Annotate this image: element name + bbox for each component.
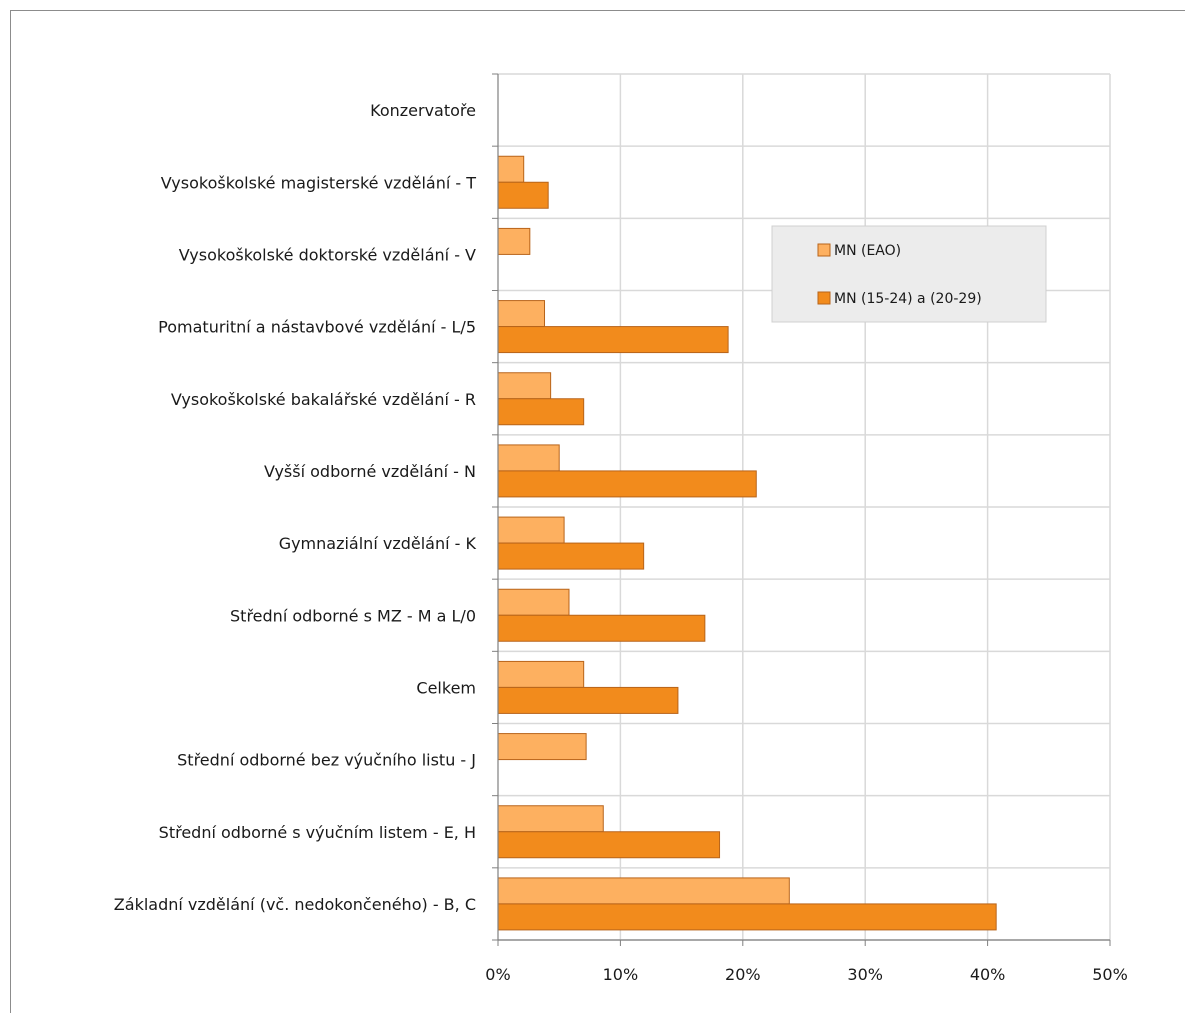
category-label: Celkem [416,678,476,697]
category-label: Střední odborné s výučním listem - E, H [159,823,476,842]
category-label: Konzervatoře [370,101,476,120]
bar-eao [497,516,565,544]
bar-mn [497,686,679,714]
x-tick-label: 20% [725,965,761,984]
category-label: Základní vzdělání (vč. nedokončeného) - … [114,895,476,914]
x-tick-label: 50% [1092,965,1128,984]
bar-eao [497,227,531,255]
bar-mn [497,398,585,426]
bar-mn [497,181,549,209]
bar-eao [497,877,790,905]
legend-label: MN (15-24) a (20-29) [834,291,982,307]
legend-swatch [817,243,831,257]
bar-eao [497,444,560,472]
x-tick-label: 30% [847,965,883,984]
x-tick-label: 10% [603,965,639,984]
bar-eao [497,372,552,400]
bar-eao [497,660,585,688]
x-tick-label: 40% [970,965,1006,984]
bar-eao [497,300,546,328]
bar-eao [497,155,525,183]
chart-frame [10,10,1185,1013]
legend-swatch [817,291,831,305]
category-label: Vysokoškolské doktorské vzdělání - V [179,245,476,264]
category-label: Gymnaziální vzdělání - K [279,534,477,553]
category-label: Vysokoškolské magisterské vzdělání - T [161,173,476,192]
bar-eao [497,588,570,616]
category-label: Střední odborné s MZ - M a L/0 [230,606,476,625]
category-label: Vysokoškolské bakalářské vzdělání - R [171,390,476,409]
legend-label: MN (EAO) [834,243,901,259]
category-label: Pomaturitní a nástavbové vzdělání - L/5 [158,318,476,337]
bar-mn [497,326,729,354]
bar-mn [497,831,721,859]
x-tick-label: 0% [485,965,510,984]
bar-eao [497,733,587,761]
category-label: Vyšší odborné vzdělání - N [264,462,476,481]
bar-mn [497,542,645,570]
category-label: Střední odborné bez výučního listu - J [177,751,476,770]
bar-eao [497,805,604,833]
bar-mn [497,470,757,498]
bar-mn [497,903,997,931]
legend-box [771,225,1047,323]
bar-mn [497,614,706,642]
